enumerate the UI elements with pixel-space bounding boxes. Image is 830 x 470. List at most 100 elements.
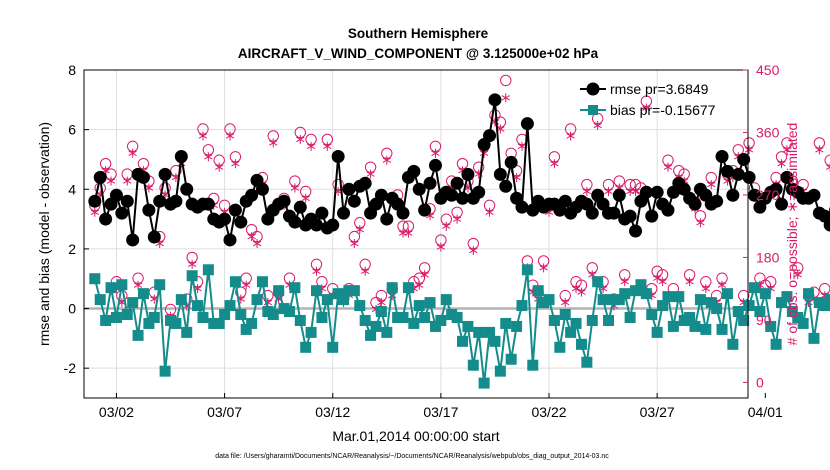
obs-assimilated-point <box>204 152 213 162</box>
bias-point <box>256 276 268 288</box>
rmse-point <box>277 194 291 208</box>
bias-point <box>202 264 214 276</box>
obs-assimilated-point <box>593 121 602 131</box>
obs-assimilated-point <box>123 176 132 186</box>
rmse-point <box>310 218 324 232</box>
bias-point <box>711 303 723 315</box>
rmse-point <box>99 212 113 226</box>
bias-point <box>494 365 506 377</box>
rmse-point <box>407 164 421 178</box>
y-right-tick-label: 270 <box>756 187 780 203</box>
bias-point <box>700 323 712 335</box>
bias-point <box>727 338 739 350</box>
rmse-point <box>396 206 410 220</box>
obs-assimilated-point <box>826 162 830 172</box>
rmse-point <box>126 233 140 247</box>
rmse-point <box>661 203 675 217</box>
rmse-point <box>461 167 475 181</box>
rmse-point <box>493 167 507 181</box>
bias-point <box>121 309 133 321</box>
bias-point <box>651 326 663 338</box>
bias-point <box>716 323 728 335</box>
bias-point <box>419 311 431 323</box>
bias-point <box>662 291 674 303</box>
obs-assimilated-point <box>744 145 754 155</box>
bias-point <box>532 285 544 297</box>
bias-point <box>527 359 539 371</box>
bias-point <box>94 294 106 306</box>
bias-point <box>386 282 398 294</box>
obs-assimilated-point <box>106 176 116 186</box>
bias-point <box>435 314 447 326</box>
bias-point <box>489 335 501 347</box>
obs-possible-point <box>824 154 830 166</box>
rmse-point <box>218 212 232 226</box>
bias-point <box>505 353 517 365</box>
y-tick-label: 6 <box>68 122 76 138</box>
bias-point <box>738 314 750 326</box>
rmse-point <box>174 149 188 163</box>
rmse-point <box>710 194 724 208</box>
bias-point <box>175 294 187 306</box>
rmse-point <box>726 188 740 202</box>
obs-assimilated-point <box>350 239 359 249</box>
bias-point <box>743 300 755 312</box>
rmse-point <box>483 129 497 143</box>
y-tick-label: 8 <box>68 62 76 78</box>
plot-frame <box>83 69 749 399</box>
bias-point <box>511 320 523 332</box>
bias-point <box>694 294 706 306</box>
rmse-point <box>515 200 529 214</box>
rmse-point <box>288 215 302 229</box>
obs-assimilated-point <box>431 148 440 158</box>
bias-point <box>235 309 247 321</box>
rmse-point <box>180 182 194 196</box>
bias-point <box>408 317 420 329</box>
y-axis-label: rmse and bias (model - observation) <box>36 122 52 346</box>
legend-rmse-marker <box>586 82 600 96</box>
obs-assimilated-point <box>198 131 208 141</box>
obs-assimilated-point <box>642 103 651 113</box>
obs-assimilated-point <box>815 145 824 155</box>
plot-area <box>84 70 748 398</box>
obs-assimilated-point <box>404 228 413 238</box>
y-tick-label: -2 <box>64 360 77 376</box>
chart-subtitle: AIRCRAFT_V_WIND_COMPONENT @ 3.125000e+02… <box>238 46 599 61</box>
legend-bias-label: bias pr=-0.15677 <box>610 102 716 118</box>
obs-assimilated-point <box>90 207 99 217</box>
rmse-point <box>201 197 215 211</box>
bias-point <box>197 311 209 323</box>
x-axis-label: Mar.01,2014 00:00:00 start <box>332 428 499 444</box>
obs-assimilated-point <box>658 277 667 287</box>
obs-assimilated-point <box>420 270 429 280</box>
rmse-point <box>153 194 167 208</box>
bias-point <box>754 306 766 318</box>
obs-assimilated-point <box>436 242 446 252</box>
rmse-point <box>688 197 702 211</box>
rmse-point <box>520 117 534 131</box>
obs-assimilated-point <box>442 221 451 231</box>
rmse-point <box>607 206 621 220</box>
bias-point <box>597 294 609 306</box>
bias-point <box>316 311 328 323</box>
bias-point <box>424 297 436 309</box>
bias-point <box>170 317 182 329</box>
bias-point <box>224 300 236 312</box>
bias-point <box>132 329 144 341</box>
rmse-point <box>715 149 729 163</box>
bias-point <box>770 338 782 350</box>
x-tick-label: 04/01 <box>748 404 783 420</box>
bias-point <box>808 332 820 344</box>
bias-point <box>381 326 393 338</box>
obs-assimilated-point <box>215 162 224 172</box>
obs-assimilated-point <box>485 207 494 217</box>
rmse-point <box>504 155 518 169</box>
bias-point <box>321 294 333 306</box>
rmse-point <box>234 215 248 229</box>
rmse-point <box>499 179 513 193</box>
rmse-point <box>147 230 161 244</box>
obs-assimilated-point <box>701 284 710 294</box>
obs-assimilated-point <box>296 134 305 144</box>
rmse-point <box>585 206 599 220</box>
rmse-point <box>418 203 432 217</box>
